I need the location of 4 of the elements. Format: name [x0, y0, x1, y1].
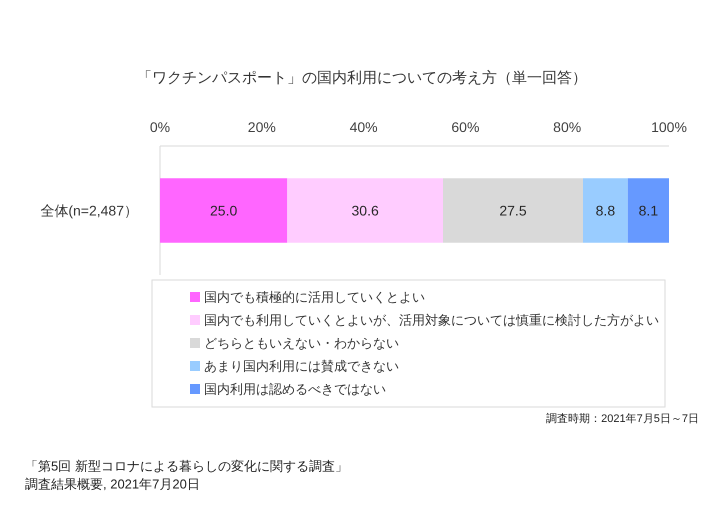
annotation: 調査時期：2021年7月5日～7日 — [546, 413, 699, 425]
annotation: 調査結果概要, 2021年7月20日 — [25, 476, 200, 492]
annotation: 「第5回 新型コロナによる暮らしの変化に関する調査」 — [25, 458, 348, 474]
title: 「ワクチンパスポート」の国内利用についての考え方（単一回答） — [137, 70, 587, 86]
